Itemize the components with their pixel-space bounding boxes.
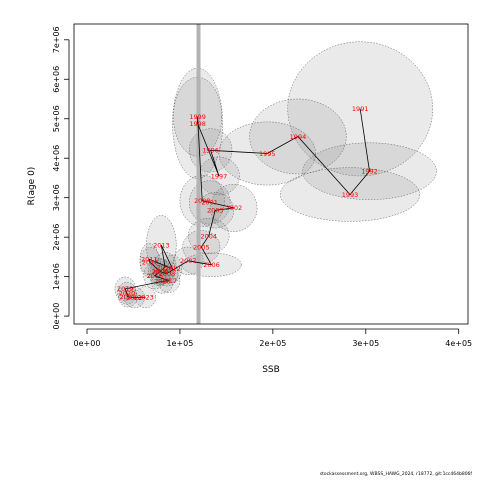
x-axis-label: SSB xyxy=(262,365,280,375)
year-label-1991: 1991 xyxy=(352,105,369,113)
y-tick-label: 6e+06 xyxy=(52,66,61,93)
year-label-2010: 2010 xyxy=(142,259,159,267)
trajectory-line xyxy=(124,108,370,299)
year-label-2016: 2016 xyxy=(147,272,164,280)
year-label-2001: 2001 xyxy=(201,199,218,207)
year-label-2012: 2012 xyxy=(164,265,181,273)
y-tick-label: 3e+06 xyxy=(52,184,61,211)
year-label-2018: 2018 xyxy=(154,278,171,286)
x-axis: 0e+00 1e+05 2e+05 3e+05 4e+05 xyxy=(74,328,472,348)
year-label-2017: 2017 xyxy=(161,277,178,285)
year-label-2004: 2004 xyxy=(200,232,217,240)
year-label-2006: 2006 xyxy=(203,261,220,269)
y-axis-label: R(age 0) xyxy=(27,167,37,206)
year-label-2008: 2008 xyxy=(159,270,176,278)
year-label-1997: 1997 xyxy=(211,172,228,180)
year-label-2021: 2021 xyxy=(120,293,137,301)
year-label-1994: 1994 xyxy=(290,133,307,141)
footer-note: stockassessment.org, WBSS_HAWG_2024, r18… xyxy=(319,472,472,477)
year-label-2013: 2013 xyxy=(153,241,170,249)
year-label-2002: 2002 xyxy=(226,204,243,212)
y-tick-label: 5e+06 xyxy=(52,105,61,132)
year-label-2011: 2011 xyxy=(141,256,158,264)
year-label-1998: 1998 xyxy=(189,120,206,128)
reference-line xyxy=(196,24,201,324)
x-tick-label: 3e+05 xyxy=(352,339,379,348)
y-tick-label: 7e+06 xyxy=(52,26,61,53)
y-tick-label: 4e+06 xyxy=(52,145,61,172)
x-tick-label: 2e+05 xyxy=(259,339,286,348)
year-label-2005: 2005 xyxy=(193,243,210,251)
year-label-2023: 2023 xyxy=(137,293,154,301)
year-label-2020: 2020 xyxy=(119,290,136,298)
x-tick-label: 4e+05 xyxy=(445,339,472,348)
year-label-2019: 2019 xyxy=(117,285,134,293)
year-label-1995: 1995 xyxy=(259,150,276,158)
x-tick-label: 1e+05 xyxy=(166,339,193,348)
plot-frame xyxy=(73,23,469,325)
y-tick-label: 0e+00 xyxy=(52,303,61,330)
year-label-2007: 2007 xyxy=(180,257,197,265)
year-label-1999: 1999 xyxy=(189,113,206,121)
year-label-2014: 2014 xyxy=(157,263,174,271)
year-label-2015: 2015 xyxy=(151,268,168,276)
year-label-2022: 2022 xyxy=(126,294,143,302)
year-label-2003: 2003 xyxy=(207,207,224,215)
x-tick-label: 0e+00 xyxy=(74,339,101,348)
y-tick-label: 2e+06 xyxy=(52,224,61,251)
y-axis: 0e+00 1e+06 2e+06 3e+06 4e+06 5e+06 6e+06 7e+06 xyxy=(52,26,70,330)
year-label-1992: 1992 xyxy=(361,168,378,176)
year-label-2000: 2000 xyxy=(194,197,211,205)
year-label-1993: 1993 xyxy=(342,191,359,199)
y-tick-label: 1e+06 xyxy=(52,263,61,290)
ellipse-1991 xyxy=(287,41,433,177)
year-label-2009: 2009 xyxy=(152,268,169,276)
year-label-1996: 1996 xyxy=(202,147,219,155)
